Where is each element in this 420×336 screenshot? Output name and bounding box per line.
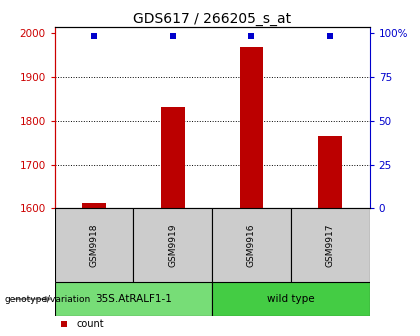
Text: GSM9917: GSM9917 xyxy=(326,223,335,267)
Text: 35S.AtRALF1-1: 35S.AtRALF1-1 xyxy=(95,294,172,304)
Bar xyxy=(212,282,370,316)
Title: GDS617 / 266205_s_at: GDS617 / 266205_s_at xyxy=(133,12,291,26)
Text: wild type: wild type xyxy=(267,294,315,304)
Bar xyxy=(212,208,291,282)
Text: GSM9916: GSM9916 xyxy=(247,223,256,267)
Bar xyxy=(161,107,184,208)
Bar xyxy=(55,208,134,282)
Bar xyxy=(240,47,263,208)
Bar xyxy=(82,203,106,208)
Text: genotype/variation: genotype/variation xyxy=(4,295,90,303)
Bar xyxy=(291,208,370,282)
Text: GSM9919: GSM9919 xyxy=(168,223,177,267)
Bar xyxy=(318,136,342,208)
Text: GSM9918: GSM9918 xyxy=(89,223,98,267)
Bar xyxy=(134,208,212,282)
Bar xyxy=(55,282,212,316)
Text: count: count xyxy=(77,319,104,329)
